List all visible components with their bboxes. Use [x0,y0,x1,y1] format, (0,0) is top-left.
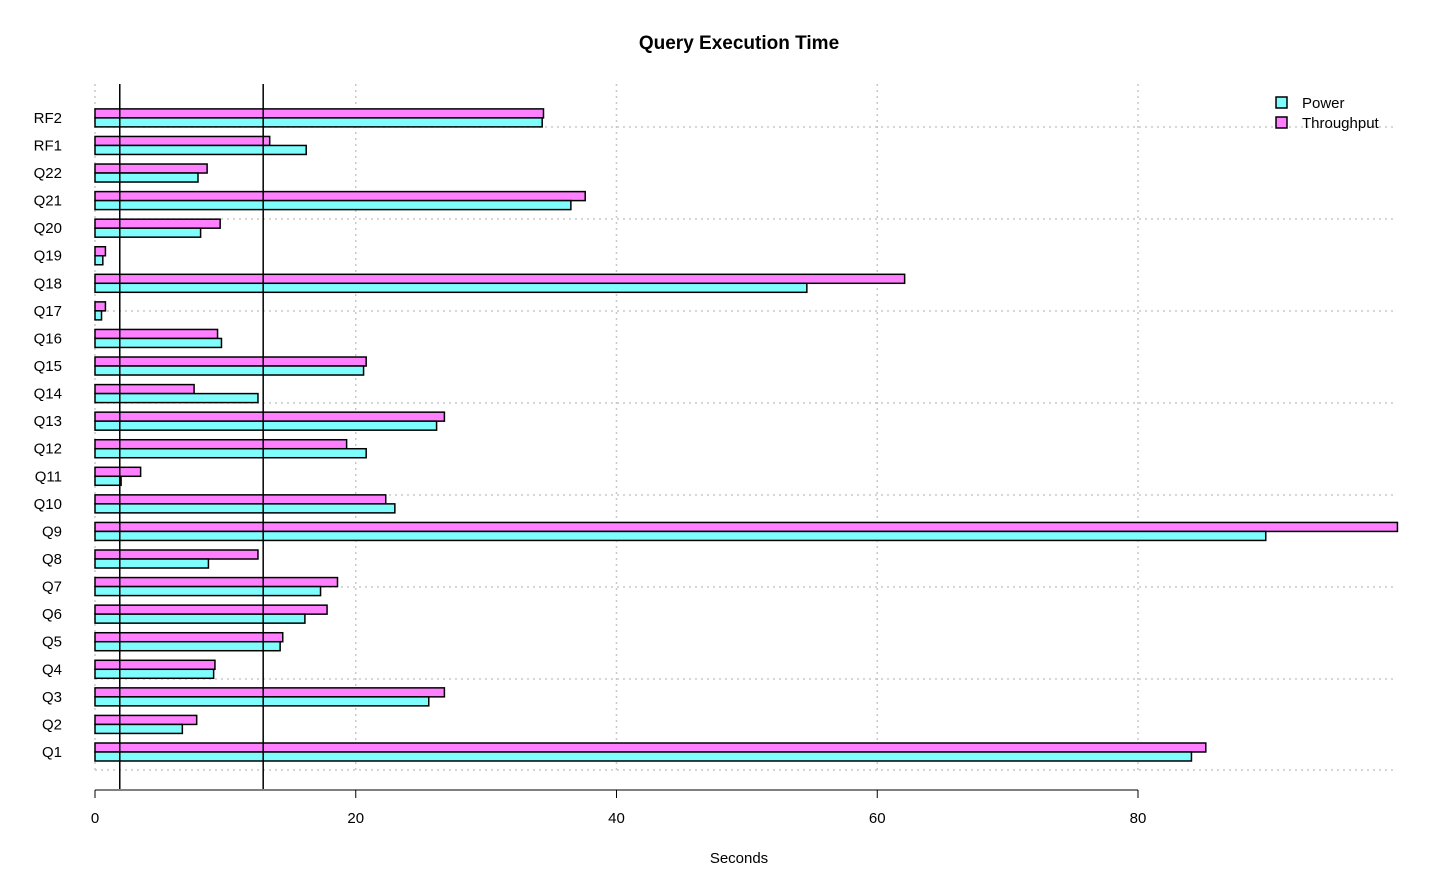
bars-layer [94,108,1399,762]
category-label-q21: Q21 [34,193,62,210]
bar-power-q4 [94,668,215,680]
bar-power-q3 [94,696,430,707]
category-label-q2: Q2 [42,716,62,733]
bar-throughput-q21 [94,190,586,202]
bar-throughput-q1 [94,742,1207,753]
category-label-q22: Q22 [34,165,62,182]
legend-swatch-throughput [1275,116,1288,129]
x-tick-label: 20 [347,810,364,827]
bar-throughput-rf1 [94,135,271,147]
bar-power-q11 [94,475,122,487]
category-label-q1: Q1 [42,744,62,761]
legend-label-power: Power [1302,95,1345,112]
bar-power-q22 [94,172,199,183]
bar-throughput-q20 [94,218,221,229]
bar-power-rf1 [94,144,307,156]
category-label-q8: Q8 [42,551,62,568]
category-label-q6: Q6 [42,606,62,623]
reference-lines-layer [119,84,264,789]
legend-swatch-power [1275,96,1288,109]
bar-throughput-q19 [94,245,107,257]
bar-power-q16 [94,337,223,349]
bar-throughput-q16 [94,328,219,340]
bar-power-q15 [94,365,365,376]
bar-power-q17 [94,310,103,321]
category-label-q9: Q9 [42,523,62,540]
category-label-q19: Q19 [34,248,62,265]
category-label-q18: Q18 [34,275,62,292]
bar-throughput-q5 [94,631,284,643]
bar-throughput-q11 [94,466,142,478]
bar-throughput-q22 [94,163,208,174]
x-tick-label: 0 [91,810,99,827]
bar-power-q20 [94,227,202,238]
bar-power-q13 [94,420,438,431]
x-axis-label: Seconds [710,850,768,867]
bar-throughput-q13 [94,411,446,422]
category-label-q5: Q5 [42,634,62,651]
bar-throughput-q9 [94,521,1399,533]
bar-throughput-q7 [94,576,339,588]
bar-throughput-q3 [94,687,446,698]
bar-power-q21 [94,199,572,211]
category-label-q17: Q17 [34,303,62,320]
category-label-q15: Q15 [34,358,62,375]
bar-throughput-q2 [94,714,198,726]
bar-throughput-q17 [94,301,107,312]
x-tick-label: 80 [1130,810,1147,827]
bar-power-q8 [94,558,210,569]
bar-power-q19 [94,254,104,266]
bar-power-q10 [94,503,396,514]
category-label-q11: Q11 [35,468,62,485]
category-labels-layer: Q1 Q2 Q3 Q4 Q5 Q6 Q7 Q8 Q9 Q10 Q11 Q12 Q13 Q14 Q15 Q16 Q… [34,110,62,761]
x-tick-label: 60 [869,810,886,827]
legend-label-throughput: Throughput [1302,115,1380,132]
bar-throughput-q14 [94,383,195,395]
bar-throughput-q18 [94,273,906,285]
x-axis: 0 20 40 60 80 [91,789,1147,827]
category-label-q3: Q3 [42,689,62,706]
category-label-q4: Q4 [42,661,62,678]
bar-throughput-q4 [94,659,216,671]
category-label-rf1: RF1 [34,137,62,154]
category-label-q16: Q16 [34,330,62,347]
bar-power-rf2 [94,117,543,128]
bar-throughput-q12 [94,438,348,450]
bar-power-q5 [94,640,281,652]
bar-power-q14 [94,392,259,404]
bar-throughput-q10 [94,494,387,505]
bar-power-q9 [94,530,1267,542]
category-label-q13: Q13 [34,413,62,430]
category-label-rf2: RF2 [34,110,62,127]
x-tick-label: 40 [608,810,625,827]
bar-throughput-q6 [94,604,328,615]
bar-throughput-q15 [94,356,367,367]
bar-power-q2 [94,723,184,735]
bar-power-q12 [94,447,367,459]
category-label-q20: Q20 [34,220,62,237]
legend: Power Throughput [1275,95,1380,132]
bar-throughput-rf2 [94,108,545,119]
bar-power-q7 [94,585,322,597]
category-label-q7: Q7 [42,579,62,596]
category-label-q12: Q12 [34,441,62,458]
bar-power-q6 [94,613,306,624]
bar-power-q18 [94,282,808,294]
chart-title: Query Execution Time [639,33,839,54]
category-label-q14: Q14 [34,386,62,403]
category-label-q10: Q10 [34,496,62,513]
bar-power-q1 [94,751,1193,762]
